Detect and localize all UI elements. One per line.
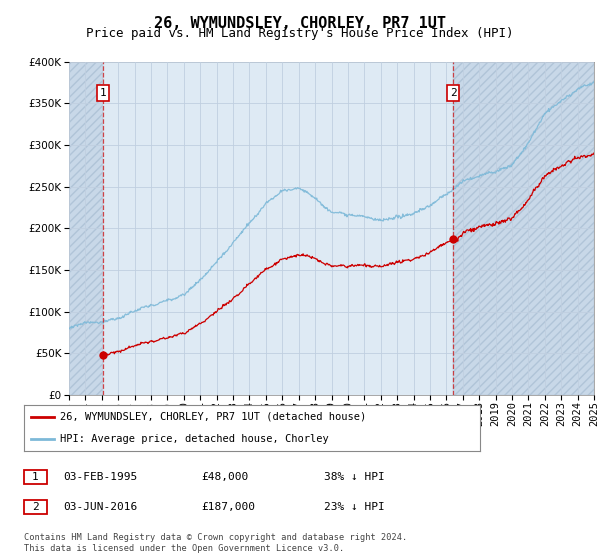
Text: 03-JUN-2016: 03-JUN-2016: [63, 502, 137, 512]
Text: £187,000: £187,000: [201, 502, 255, 512]
Bar: [453, 62, 594, 395]
Text: 2: 2: [450, 88, 457, 98]
Text: 1: 1: [100, 88, 107, 98]
Text: 26, WYMUNDSLEY, CHORLEY, PR7 1UT (detached house): 26, WYMUNDSLEY, CHORLEY, PR7 1UT (detach…: [61, 412, 367, 422]
Text: HPI: Average price, detached house, Chorley: HPI: Average price, detached house, Chor…: [61, 434, 329, 444]
Bar: [69, 62, 103, 395]
Text: 2: 2: [32, 502, 39, 512]
Text: 23% ↓ HPI: 23% ↓ HPI: [324, 502, 385, 512]
Text: 1: 1: [32, 472, 39, 482]
Text: Contains HM Land Registry data © Crown copyright and database right 2024.
This d: Contains HM Land Registry data © Crown c…: [24, 533, 407, 553]
Text: Price paid vs. HM Land Registry's House Price Index (HPI): Price paid vs. HM Land Registry's House …: [86, 27, 514, 40]
Text: 03-FEB-1995: 03-FEB-1995: [63, 472, 137, 482]
Text: 38% ↓ HPI: 38% ↓ HPI: [324, 472, 385, 482]
Text: 26, WYMUNDSLEY, CHORLEY, PR7 1UT: 26, WYMUNDSLEY, CHORLEY, PR7 1UT: [154, 16, 446, 31]
Text: £48,000: £48,000: [201, 472, 248, 482]
